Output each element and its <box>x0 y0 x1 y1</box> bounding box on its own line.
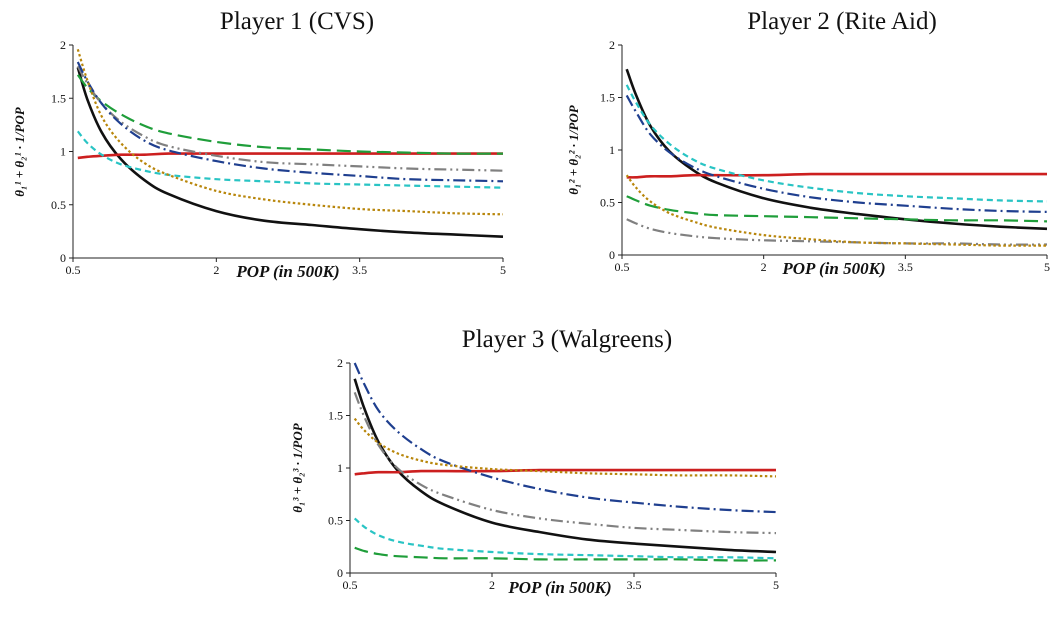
chart-title: Player 2 (Rite Aid) <box>747 8 937 35</box>
y-tick-label: 2 <box>337 356 343 370</box>
y-tick-label: 0.5 <box>600 196 615 210</box>
series-line <box>353 417 777 478</box>
plot-area: 00.511.520.5 2 3.5 5 <box>600 38 1050 274</box>
series-line <box>76 74 504 155</box>
y-tick-label: 1.5 <box>328 409 343 423</box>
series-line <box>76 61 504 183</box>
y-tick-label: 0 <box>609 248 615 262</box>
series-line <box>354 546 777 562</box>
chart-title: Player 1 (CVS) <box>220 8 374 35</box>
x-tick-label: 5 <box>500 263 506 277</box>
y-tick-label: 0.5 <box>51 198 66 212</box>
chart-player2: Player 2 (Rite Aid) 00.511.520.5 2 3.5 5 PO… <box>566 8 1050 278</box>
x-axis-label: POP (in 500K) <box>781 259 885 278</box>
x-axis-label: POP (in 500K) <box>507 578 611 597</box>
series-line <box>625 84 1048 203</box>
series-line <box>353 378 777 554</box>
plot-area: 00.511.520.5 2 3.5 5 <box>328 356 779 592</box>
series-line <box>76 48 504 216</box>
x-tick-label: 2 <box>213 263 219 277</box>
series-line <box>625 94 1048 213</box>
x-tick-label: 5 <box>773 578 779 592</box>
series-line <box>353 391 777 535</box>
y-tick-label: 1 <box>60 145 66 159</box>
x-tick-label: 5 <box>1044 260 1050 274</box>
series-line <box>625 174 1048 247</box>
series-line <box>353 517 777 560</box>
x-tick-label: 0.5 <box>66 263 81 277</box>
x-tick-label: 3.5 <box>898 260 913 274</box>
series-line <box>76 130 504 189</box>
y-tick-label: 2 <box>609 38 615 52</box>
plot-area: 00.511.520.5 2 3.5 5 <box>51 38 506 277</box>
series-line <box>625 68 1048 231</box>
x-tick-label: 0.5 <box>615 260 630 274</box>
chart-player1: Player 1 (CVS) 00.511.520.5 2 3.5 5 POP (in… <box>12 8 506 281</box>
y-tick-label: 2 <box>60 38 66 52</box>
series-line <box>353 362 777 514</box>
y-tick-label: 1 <box>609 143 615 157</box>
x-tick-label: 2 <box>489 578 495 592</box>
chart-player3: Player 3 (Walgreens) 00.511.520.5 2 3.5 5 P… <box>290 326 779 597</box>
y-tick-label: 1.5 <box>600 91 615 105</box>
y-axis-label: θ₁² + θ₂² · 1/POP <box>566 104 581 194</box>
x-axis-label: POP (in 500K) <box>235 262 339 281</box>
x-tick-label: 3.5 <box>627 578 642 592</box>
y-tick-label: 0 <box>337 566 343 580</box>
series-line <box>626 218 1048 246</box>
y-tick-label: 1 <box>337 461 343 475</box>
x-tick-label: 2 <box>761 260 767 274</box>
series-line <box>76 67 504 238</box>
x-tick-label: 3.5 <box>352 263 367 277</box>
y-tick-label: 0 <box>60 251 66 265</box>
y-tick-label: 1.5 <box>51 91 66 105</box>
y-axis-label: θ₁¹ + θ₂¹ · 1/POP <box>12 106 27 196</box>
series-line <box>354 468 776 476</box>
series-line <box>626 172 1047 179</box>
x-tick-label: 0.5 <box>343 578 358 592</box>
y-axis-label: θ₁³ + θ₂³ · 1/POP <box>290 422 305 512</box>
chart-title: Player 3 (Walgreens) <box>462 326 672 353</box>
series-line <box>626 195 1048 223</box>
y-tick-label: 0.5 <box>328 514 343 528</box>
